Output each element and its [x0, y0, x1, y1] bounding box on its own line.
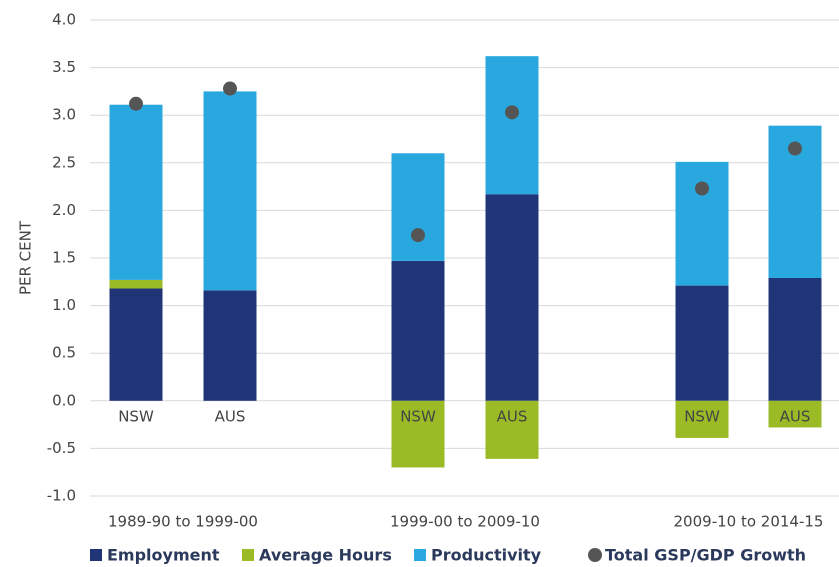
- legend-marker: [414, 549, 426, 561]
- y-tick-label: 2.5: [52, 153, 76, 171]
- total-dot: [129, 96, 143, 111]
- bar-segment: [675, 400, 729, 438]
- y-tick-label: 3.5: [52, 58, 76, 76]
- bar-segment: [203, 290, 257, 401]
- bar-segment: [391, 260, 445, 401]
- x-tick-label: AUS: [497, 407, 528, 425]
- bar-segment: [675, 285, 729, 401]
- legend-marker: [90, 549, 102, 561]
- group-label: 1989-90 to 1999-00: [108, 513, 258, 531]
- y-tick-label: 2.0: [52, 201, 76, 219]
- group-label: 2009-10 to 2014-15: [674, 513, 824, 531]
- bar-segment: [485, 400, 539, 459]
- total-dot: [788, 141, 802, 156]
- total-dot: [223, 81, 237, 96]
- x-tick-label: AUS: [215, 407, 246, 425]
- legend-label: Average Hours: [259, 546, 392, 565]
- legend-marker: [242, 549, 254, 561]
- x-tick-label: NSW: [684, 407, 720, 425]
- legend-label: Total GSP/GDP Growth: [605, 546, 806, 565]
- legend-marker: [588, 548, 602, 562]
- bar-segment: [675, 161, 729, 286]
- legend-label: Productivity: [431, 546, 542, 565]
- y-tick-label: 4.0: [52, 11, 76, 29]
- bar-segment: [203, 91, 257, 291]
- x-tick-label: NSW: [400, 407, 436, 425]
- bar-segment: [109, 288, 163, 401]
- y-tick-label: 3.0: [52, 106, 76, 124]
- bar-segment: [109, 104, 163, 280]
- y-tick-label: 1.5: [52, 249, 76, 267]
- y-tick-label: -1.0: [47, 487, 76, 505]
- bar-segment: [391, 153, 445, 261]
- legend-label: Employment: [107, 546, 220, 565]
- y-tick-label: 0.5: [52, 344, 76, 362]
- y-tick-label: 1.0: [52, 296, 76, 314]
- y-tick-label: -0.5: [47, 439, 76, 457]
- bar-segment: [391, 400, 445, 468]
- total-dot: [411, 228, 425, 243]
- bar-segment: [768, 400, 822, 428]
- bar-segment: [768, 277, 822, 401]
- total-dot: [505, 105, 519, 120]
- bar-segment: [109, 279, 163, 289]
- x-tick-label: AUS: [780, 407, 811, 425]
- y-axis-label: PER CENT: [17, 220, 35, 295]
- y-tick-label: 0.0: [52, 391, 76, 409]
- group-label: 1999-00 to 2009-10: [390, 513, 540, 531]
- bar-segment: [485, 56, 539, 195]
- bar-segment: [485, 194, 539, 401]
- total-dot: [695, 181, 709, 196]
- x-tick-label: NSW: [118, 407, 154, 425]
